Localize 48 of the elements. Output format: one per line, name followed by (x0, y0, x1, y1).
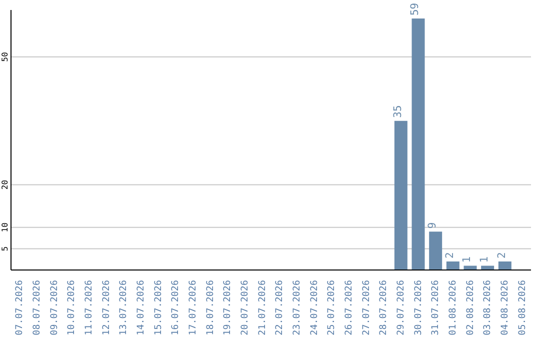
data-label: 59 (409, 2, 422, 16)
y-tick-label: 20 (0, 180, 10, 190)
bar (394, 120, 408, 270)
data-label: 1 (478, 256, 491, 263)
x-tick-label: 17.07.2026 (188, 280, 198, 336)
x-tick-label: 11.07.2026 (84, 280, 94, 336)
x-tick-label: 26.07.2026 (344, 280, 354, 336)
x-tick-label: 30.07.2026 (412, 280, 424, 336)
x-tick-label: 21.07.2026 (256, 280, 268, 336)
bar (464, 266, 477, 270)
x-tick-label: 03.08.2026 (482, 280, 494, 336)
x-tick-label: 15.07.2026 (152, 280, 164, 336)
x-tick-label: 01.08.2026 (448, 280, 458, 336)
x-tick-label: 22.07.2026 (274, 280, 286, 336)
data-label: 9 (426, 222, 439, 229)
x-tick-label: 12.07.2026 (100, 280, 112, 336)
data-label: 1 (461, 256, 474, 263)
x-tick-label: 20.07.2026 (240, 280, 250, 336)
x-tick-label: 31.07.2026 (430, 280, 442, 336)
y-tick-label: 50 (0, 52, 10, 62)
data-label: 2 (496, 252, 508, 258)
bar (498, 261, 512, 270)
x-tick-label: 09.07.2026 (48, 280, 60, 336)
x-tick-label: 18.07.2026 (204, 280, 216, 336)
x-tick-label: 13.07.2026 (118, 280, 130, 336)
bar (412, 18, 425, 270)
x-tick-label: 19.07.2026 (222, 280, 234, 336)
x-tick-label: 02.08.2026 (464, 280, 476, 336)
x-tick-label: 25.07.2026 (326, 280, 338, 336)
bar (481, 266, 494, 270)
x-tick-label: 27.07.2026 (360, 280, 372, 336)
y-tick-label: 5 (0, 246, 10, 252)
x-tick-label: 29.07.2026 (396, 280, 406, 336)
y-tick-label: 10 (0, 222, 10, 232)
x-tick-label: 28.07.2026 (378, 280, 390, 336)
data-label: 2 (444, 252, 456, 258)
data-label: 35 (392, 105, 404, 118)
x-tick-label: 16.07.2026 (170, 280, 182, 336)
bar (446, 261, 460, 270)
x-tick-label: 05.08.2026 (516, 280, 528, 336)
x-tick-label: 24.07.2026 (308, 280, 320, 336)
x-tick-label: 10.07.2026 (66, 280, 78, 336)
bar (429, 232, 442, 270)
x-tick-label: 14.07.2026 (136, 280, 146, 336)
x-tick-label: 08.07.2026 (32, 280, 42, 336)
x-tick-label: 23.07.2026 (292, 280, 302, 336)
x-tick-label: 07.07.2026 (14, 280, 26, 336)
x-tick-label: 04.08.2026 (500, 280, 510, 336)
